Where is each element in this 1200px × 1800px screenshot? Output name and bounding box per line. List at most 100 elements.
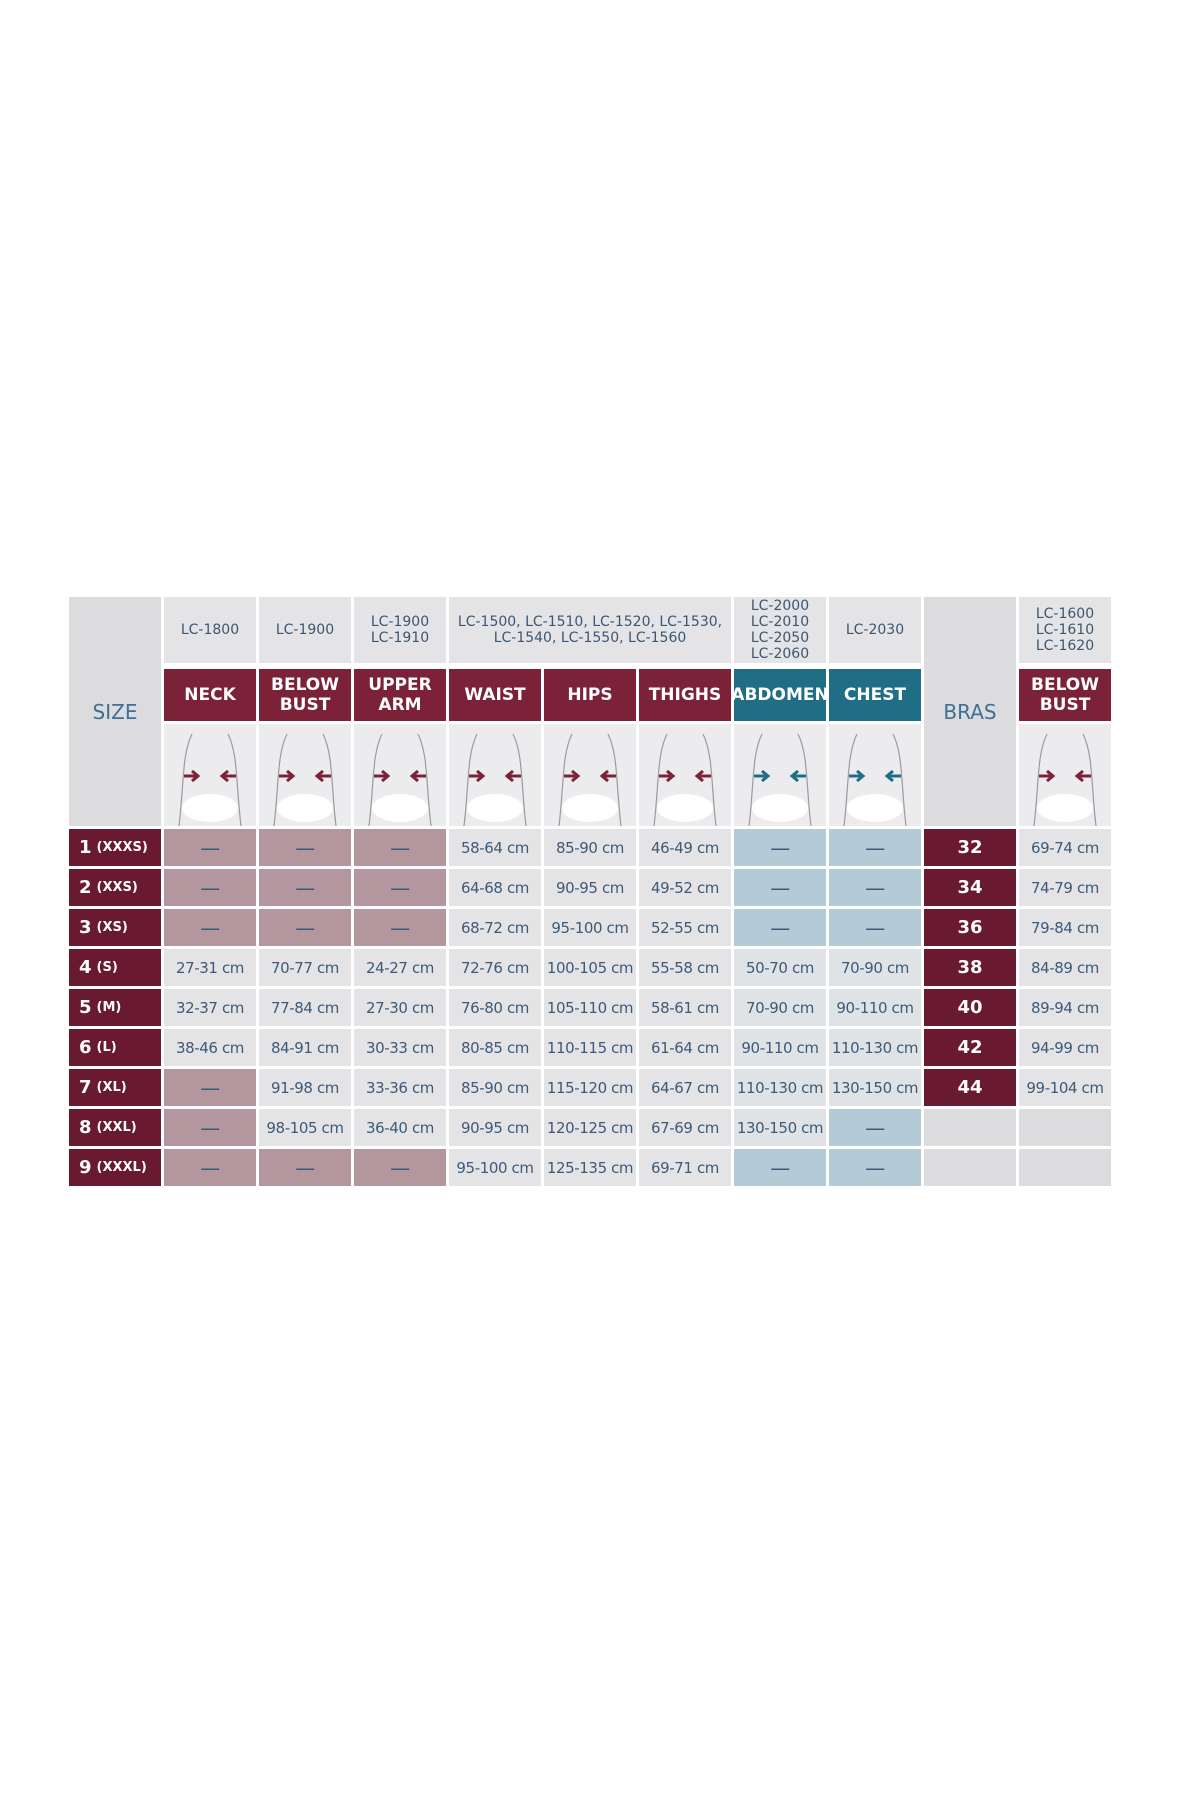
measure-cell: — xyxy=(829,829,921,866)
size-code: (XXXL) xyxy=(96,1160,147,1175)
measure-cell: — xyxy=(734,909,826,946)
measure-cell: 58-64 cm xyxy=(449,829,541,866)
size-code: (M) xyxy=(96,1000,122,1015)
product-code-line: LC-2060 xyxy=(750,646,810,662)
product-code-line: LC-1800 xyxy=(180,622,240,638)
measure-label-line: WAIST xyxy=(464,685,526,705)
size-number: 9 xyxy=(79,1157,92,1178)
illustration xyxy=(558,733,622,826)
measure-cell: — xyxy=(734,829,826,866)
size-code: (L) xyxy=(96,1040,117,1055)
measure-label: BELOW BUST xyxy=(259,669,351,721)
measure-illustration xyxy=(259,724,351,826)
product-codes: LC-1900 xyxy=(259,597,351,663)
size-cell: 8 (XXL) xyxy=(69,1109,161,1146)
measure-cell: 100-105 cm xyxy=(544,949,636,986)
product-codes: LC-2030 xyxy=(829,597,921,663)
empty-cell xyxy=(924,1149,1016,1186)
size-cell: 5 (M) xyxy=(69,989,161,1026)
measure-cell: 85-90 cm xyxy=(449,1069,541,1106)
measure-cell: — xyxy=(829,909,921,946)
product-code-line: LC-1900 xyxy=(370,614,430,630)
size-number: 7 xyxy=(79,1077,92,1098)
measure-cell: 55-58 cm xyxy=(639,949,731,986)
product-code-line: LC-1910 xyxy=(370,630,430,646)
measure-cell: 85-90 cm xyxy=(544,829,636,866)
product-codes: LC-1900 LC-1910 xyxy=(354,597,446,663)
measure-cell: 74-79 cm xyxy=(1019,869,1111,906)
bra-cell: 44 xyxy=(924,1069,1016,1106)
measure-cell: 120-125 cm xyxy=(544,1109,636,1146)
measure-cell: 36-40 cm xyxy=(354,1109,446,1146)
size-number: 8 xyxy=(79,1117,92,1138)
measure-cell: — xyxy=(259,909,351,946)
measure-cell: — xyxy=(734,1149,826,1186)
measure-cell: 77-84 cm xyxy=(259,989,351,1026)
measure-cell: 49-52 cm xyxy=(639,869,731,906)
measure-label-line: UPPER xyxy=(368,675,432,695)
measure-cell: 89-94 cm xyxy=(1019,989,1111,1026)
measure-cell: — xyxy=(259,1149,351,1186)
size-code: (XXL) xyxy=(96,1120,137,1135)
measure-cell: 105-110 cm xyxy=(544,989,636,1026)
measure-cell: 130-150 cm xyxy=(734,1109,826,1146)
size-code: (XS) xyxy=(96,920,128,935)
illustration xyxy=(178,733,242,826)
measure-cell: 90-110 cm xyxy=(829,989,921,1026)
measure-illustration xyxy=(829,724,921,826)
measure-cell: 58-61 cm xyxy=(639,989,731,1026)
product-codes: LC-2000 LC-2010 LC-2050 LC-2060 xyxy=(734,597,826,663)
measure-cell: — xyxy=(164,1149,256,1186)
measure-cell: 84-91 cm xyxy=(259,1029,351,1066)
measure-cell: 64-67 cm xyxy=(639,1069,731,1106)
measure-label: THIGHS xyxy=(639,669,731,721)
measure-cell: 50-70 cm xyxy=(734,949,826,986)
measure-label-line: ARM xyxy=(378,695,422,715)
measure-cell: 72-76 cm xyxy=(449,949,541,986)
measure-cell: — xyxy=(354,1149,446,1186)
measure-illustration xyxy=(734,724,826,826)
product-code-line: LC-1620 xyxy=(1035,638,1095,654)
measure-cell: 130-150 cm xyxy=(829,1069,921,1106)
product-code-line: LC-1610 xyxy=(1035,622,1095,638)
measure-cell: 27-31 cm xyxy=(164,949,256,986)
bras-header: BRAS xyxy=(924,597,1016,826)
measure-cell: — xyxy=(164,829,256,866)
measure-cell: 90-95 cm xyxy=(544,869,636,906)
measure-label-line: BELOW xyxy=(1031,675,1099,695)
product-code-line: LC-2000 xyxy=(750,598,810,614)
product-codes: LC-1800 xyxy=(164,597,256,663)
empty-cell xyxy=(1019,1109,1111,1146)
size-code: (XXXS) xyxy=(96,840,148,855)
measure-label-line: CHEST xyxy=(843,685,907,705)
measure-label: UPPER ARM xyxy=(354,669,446,721)
measure-illustration xyxy=(354,724,446,826)
measure-illustration xyxy=(639,724,731,826)
measure-cell: 46-49 cm xyxy=(639,829,731,866)
measure-cell: — xyxy=(734,869,826,906)
illustration xyxy=(273,733,337,826)
measure-cell: 94-99 cm xyxy=(1019,1029,1111,1066)
measure-cell: 32-37 cm xyxy=(164,989,256,1026)
measure-cell: 52-55 cm xyxy=(639,909,731,946)
size-header: SIZE xyxy=(69,597,161,826)
bra-cell: 36 xyxy=(924,909,1016,946)
measure-label: NECK xyxy=(164,669,256,721)
measure-cell: 69-74 cm xyxy=(1019,829,1111,866)
measure-label: CHEST xyxy=(829,669,921,721)
product-code-line: LC-2050 xyxy=(750,630,810,646)
measure-cell: 91-98 cm xyxy=(259,1069,351,1106)
measure-cell: — xyxy=(354,829,446,866)
measure-cell: — xyxy=(164,1109,256,1146)
size-number: 5 xyxy=(79,997,92,1018)
size-cell: 2 (XXS) xyxy=(69,869,161,906)
measure-cell: 98-105 cm xyxy=(259,1109,351,1146)
size-number: 3 xyxy=(79,917,92,938)
size-number: 4 xyxy=(79,957,92,978)
measure-cell: 64-68 cm xyxy=(449,869,541,906)
measure-cell: 95-100 cm xyxy=(449,1149,541,1186)
size-cell: 4 (S) xyxy=(69,949,161,986)
product-code-line: LC-1500, LC-1510, LC-1520, LC-1530, xyxy=(457,614,723,630)
measure-cell: — xyxy=(829,1149,921,1186)
measure-illustration xyxy=(449,724,541,826)
